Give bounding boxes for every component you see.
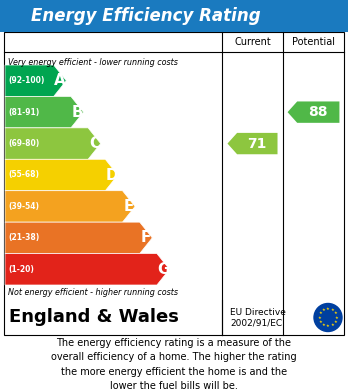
Text: The energy efficiency rating is a measure of the
overall efficiency of a home. T: The energy efficiency rating is a measur…	[51, 338, 297, 391]
Text: ★: ★	[319, 311, 322, 315]
Text: G: G	[157, 262, 169, 277]
Text: ★: ★	[334, 320, 338, 324]
Text: (81-91): (81-91)	[8, 108, 39, 117]
Polygon shape	[287, 101, 339, 123]
Polygon shape	[5, 159, 118, 191]
Polygon shape	[5, 97, 84, 128]
Text: ★: ★	[331, 308, 334, 312]
Text: (92-100): (92-100)	[8, 76, 45, 85]
Text: B: B	[71, 105, 83, 120]
Text: ★: ★	[322, 308, 325, 312]
Text: (55-68): (55-68)	[8, 170, 39, 179]
Polygon shape	[5, 65, 66, 97]
Polygon shape	[5, 128, 101, 159]
Bar	[0, 0, 348, 32]
Text: ★: ★	[326, 324, 330, 328]
Polygon shape	[5, 254, 169, 285]
Text: ★: ★	[322, 323, 325, 327]
Text: C: C	[89, 136, 100, 151]
Text: Very energy efficient - lower running costs: Very energy efficient - lower running co…	[8, 58, 178, 67]
Text: 2002/91/EC: 2002/91/EC	[230, 318, 282, 327]
Text: EU Directive: EU Directive	[230, 308, 286, 317]
Text: ★: ★	[331, 323, 334, 327]
Text: ★: ★	[326, 307, 330, 311]
Text: ★: ★	[317, 316, 321, 319]
Bar	[4, 32, 344, 335]
Text: (69-80): (69-80)	[8, 139, 39, 148]
Text: A: A	[54, 73, 66, 88]
Text: ★: ★	[334, 311, 338, 315]
Text: Current: Current	[234, 37, 271, 47]
Text: England & Wales: England & Wales	[9, 308, 179, 326]
Text: ★: ★	[319, 320, 322, 324]
Text: Potential: Potential	[292, 37, 335, 47]
Polygon shape	[228, 133, 277, 154]
Text: (1-20): (1-20)	[8, 265, 34, 274]
Polygon shape	[5, 222, 152, 254]
Polygon shape	[5, 191, 135, 222]
Text: 71: 71	[247, 136, 266, 151]
Text: E: E	[124, 199, 134, 214]
Text: 88: 88	[308, 105, 327, 119]
Text: (21-38): (21-38)	[8, 233, 39, 242]
Text: ★: ★	[335, 316, 339, 319]
Circle shape	[314, 303, 342, 332]
Text: F: F	[141, 230, 151, 246]
Text: Not energy efficient - higher running costs: Not energy efficient - higher running co…	[8, 288, 178, 297]
Text: Energy Efficiency Rating: Energy Efficiency Rating	[31, 7, 261, 25]
Text: D: D	[105, 167, 118, 183]
Text: (39-54): (39-54)	[8, 202, 39, 211]
